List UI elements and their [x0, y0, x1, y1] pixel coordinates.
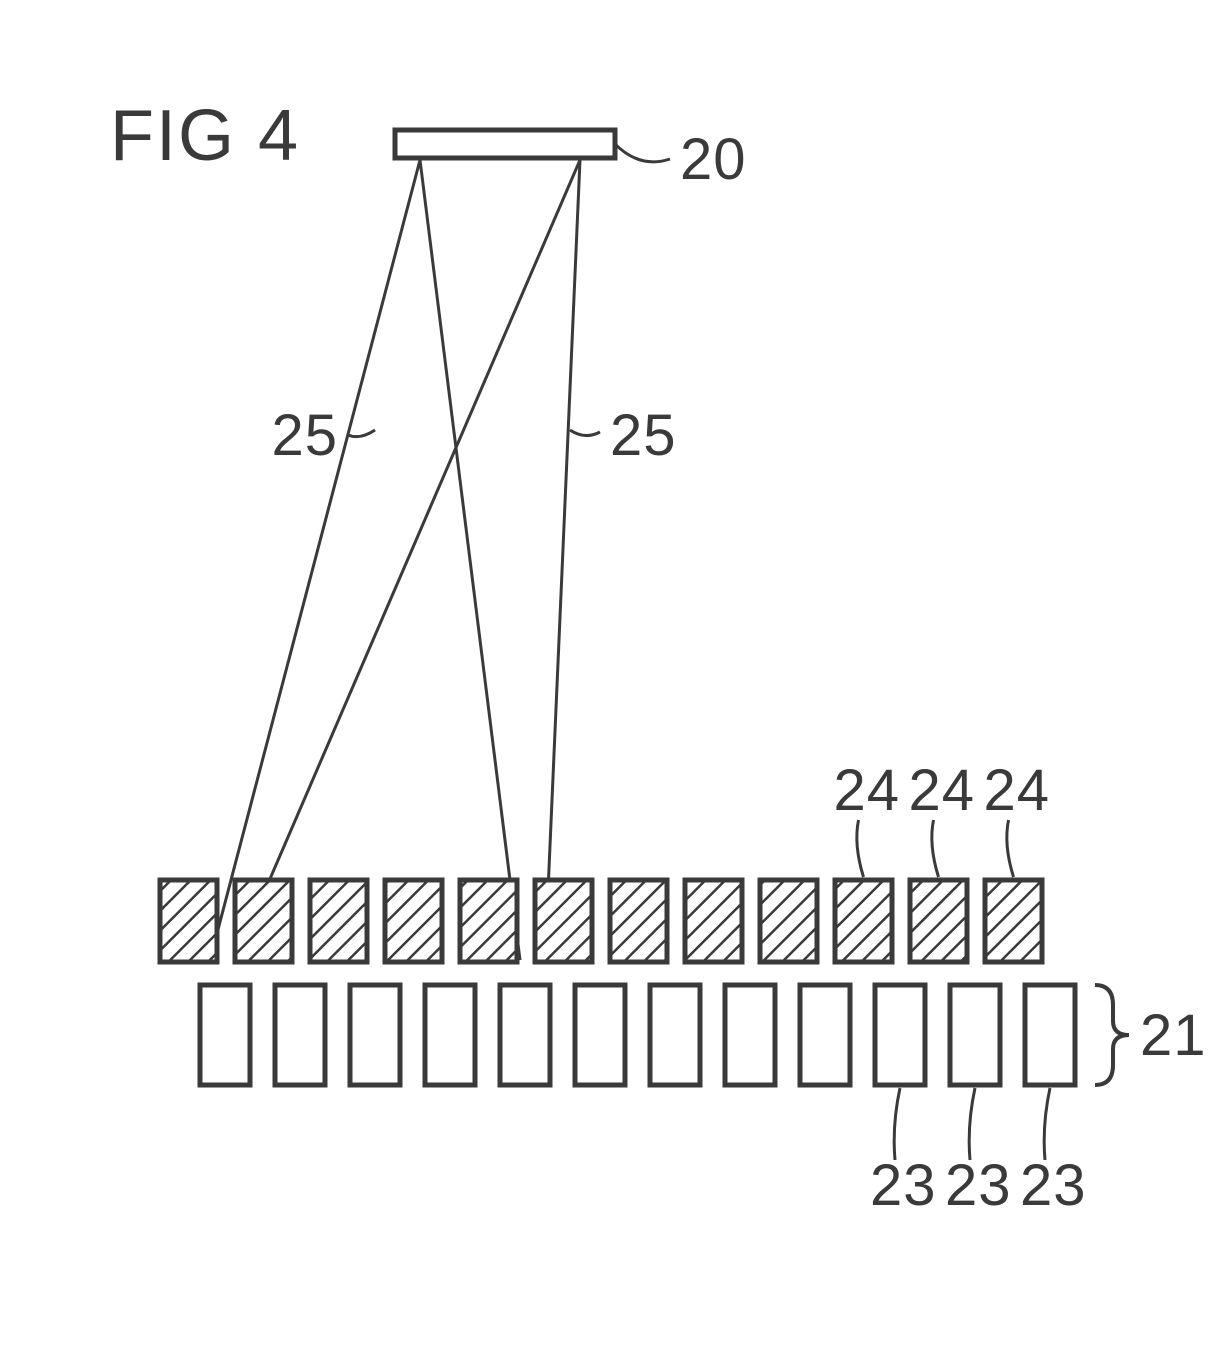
ray-label-right-group: 25	[570, 403, 677, 468]
collimator-element	[910, 880, 967, 962]
ray-label-left: 25	[271, 403, 338, 468]
detector-leaders: 232323	[870, 1088, 1087, 1218]
detector-element	[200, 985, 250, 1085]
collimator-element	[460, 880, 517, 962]
ray-label-left-group: 25	[271, 403, 375, 468]
collimator-label: 24	[984, 758, 1051, 823]
detector-element	[575, 985, 625, 1085]
collimator-element	[685, 880, 742, 962]
detector-element	[725, 985, 775, 1085]
collimator-row	[160, 880, 1042, 962]
figure-title: FIG 4	[110, 96, 300, 176]
collimator-label: 24	[909, 758, 976, 823]
detector-element	[650, 985, 700, 1085]
collimator-element	[760, 880, 817, 962]
ray	[235, 160, 580, 960]
group-label-21: 21	[1140, 1003, 1207, 1068]
detector-label: 23	[1020, 1153, 1087, 1218]
detector-element	[425, 985, 475, 1085]
detector-element	[875, 985, 925, 1085]
detector-element	[800, 985, 850, 1085]
detector-group-label: 21	[1095, 985, 1207, 1085]
detector-element	[350, 985, 400, 1085]
detector-label: 23	[945, 1153, 1012, 1218]
collimator-element	[160, 880, 217, 962]
detector-label: 23	[870, 1153, 937, 1218]
collimator-leaders: 242424	[834, 758, 1051, 877]
collimator-label: 24	[834, 758, 901, 823]
ray	[545, 160, 580, 960]
collimator-element	[610, 880, 667, 962]
detector-element	[950, 985, 1000, 1085]
ray	[420, 160, 520, 960]
detector-element	[275, 985, 325, 1085]
source-label: 20	[680, 127, 747, 192]
collimator-element	[835, 880, 892, 962]
ray-group	[210, 160, 580, 960]
collimator-element	[985, 880, 1042, 962]
detector-element	[500, 985, 550, 1085]
collimator-element	[535, 880, 592, 962]
detector-row	[200, 985, 1075, 1085]
collimator-element	[235, 880, 292, 962]
collimator-element	[385, 880, 442, 962]
detector-element	[1025, 985, 1075, 1085]
collimator-element	[310, 880, 367, 962]
ray-label-right: 25	[610, 403, 677, 468]
ray	[210, 160, 420, 960]
figure-4: FIG 4 20 25 25 242424 232323 21	[0, 0, 1226, 1350]
